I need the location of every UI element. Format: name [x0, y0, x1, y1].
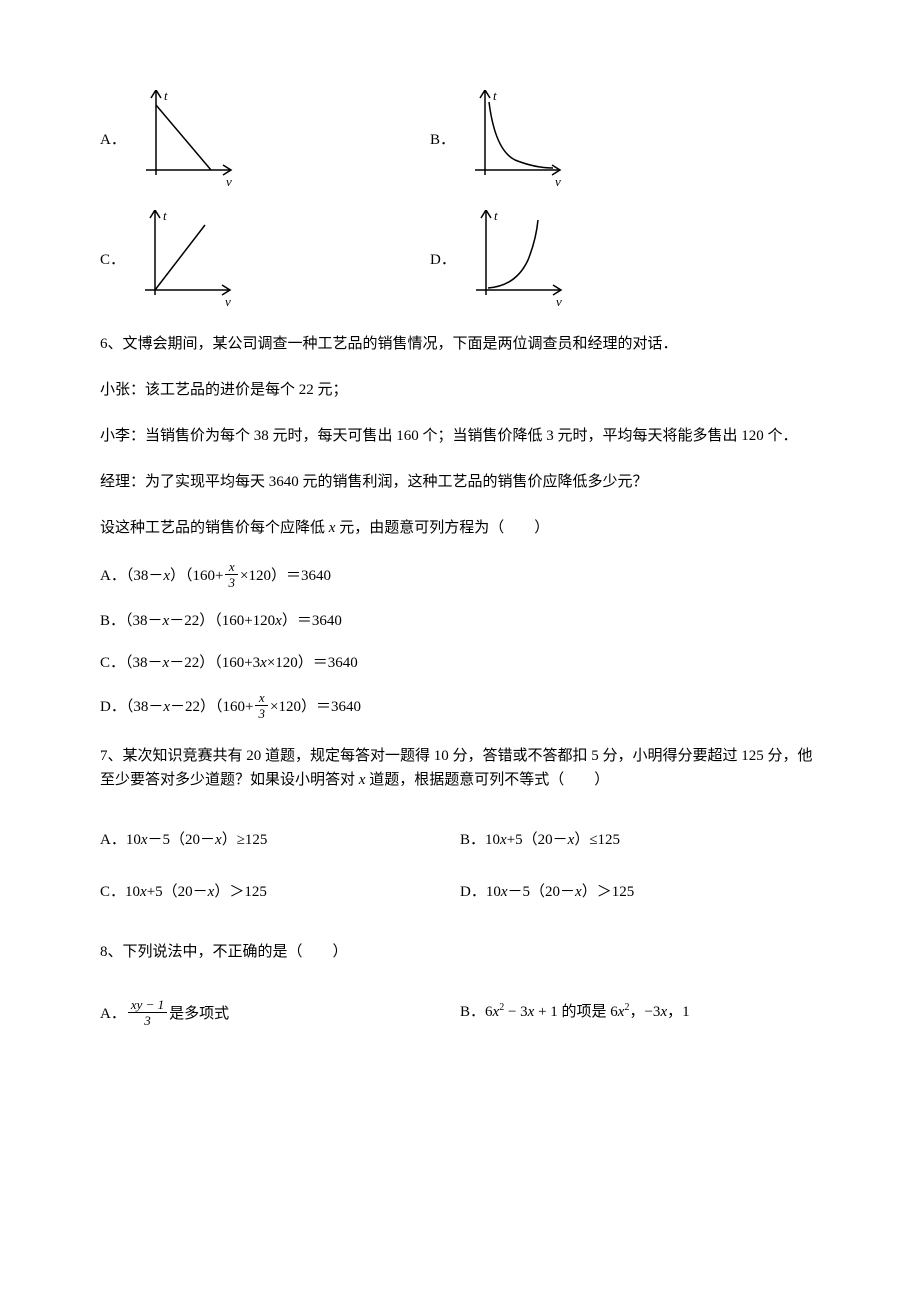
q7-opt-a: A．10x－5（20－x）≥125: [100, 828, 460, 852]
q6-opt-a-prefix: A．（38－x）（160+: [100, 568, 223, 584]
frac-xy1-3: xy − 13: [128, 998, 167, 1027]
graph-d: t v: [466, 210, 566, 310]
option-a-cell: A． t v: [100, 90, 430, 190]
q7-opt-d: D．10x－5（20－x）＞125: [460, 880, 820, 904]
q6-opt-b: B．（38－x－22）（160+120x）＝3640: [100, 609, 820, 633]
q6-opt-d-suffix: ×120）＝3640: [270, 699, 361, 715]
q8-opt-b: B．6x2 − 3x + 1 的项是 6x2，−3x，1: [460, 1000, 820, 1029]
axis-x-label: v: [225, 294, 231, 309]
q7-intro: 7、某次知识竞赛共有 20 道题，规定每答对一题得 10 分，答错或不答都扣 5…: [100, 744, 820, 792]
q7-options: A．10x－5（20－x）≥125 B．10x+5（20－x）≤125 C．10…: [100, 814, 820, 918]
q7-opt-b: B．10x+5（20－x）≤125: [460, 828, 820, 852]
q6-options: A．（38－x）（160+x3×120）＝3640 B．（38－x－22）（16…: [100, 562, 820, 722]
q6-mgr: 经理：为了实现平均每天 3640 元的销售利润，这种工艺品的销售价应降低多少元？: [100, 470, 820, 494]
axis-x-label: v: [226, 174, 232, 189]
option-a-label: A．: [100, 128, 126, 152]
graph-row-2: C． t v D． t v: [100, 210, 820, 310]
q6-li: 小李：当销售价为每个 38 元时，每天可售出 160 个；当销售价降低 3 元时…: [100, 424, 820, 448]
frac-x-3: x3: [225, 560, 238, 589]
graph-row-1: A． t v B． t v: [100, 90, 820, 190]
option-b-label: B．: [430, 128, 455, 152]
q6-opt-a-suffix: ×120）＝3640: [240, 568, 331, 584]
q8-opt-a: A．xy − 13是多项式: [100, 1000, 460, 1029]
q7-opt-c: C．10x+5（20－x）＞125: [100, 880, 460, 904]
frac-x-3-d: x3: [255, 691, 268, 720]
q6-opt-d: D．（38－x－22）（160+x3×120）＝3640: [100, 693, 820, 722]
option-c-cell: C． t v: [100, 210, 430, 310]
option-d-label: D．: [430, 248, 456, 272]
axis-y-label: t: [494, 210, 498, 223]
axis-y-label: t: [163, 210, 167, 223]
graph-a: t v: [136, 90, 236, 190]
q6-intro: 6、文博会期间，某公司调查一种工艺品的销售情况，下面是两位调查员和经理的对话．: [100, 332, 820, 356]
q6-setup: 设这种工艺品的销售价每个应降低 x 元，由题意可列方程为（ ）: [100, 516, 820, 540]
q6-opt-d-prefix: D．（38－x－22）（160+: [100, 699, 253, 715]
axis-x-label: v: [555, 174, 561, 189]
option-c-label: C．: [100, 248, 125, 272]
graph-c: t v: [135, 210, 235, 310]
option-b-cell: B． t v: [430, 90, 565, 190]
axis-y-label: t: [164, 90, 168, 103]
axis-y-label: t: [493, 90, 497, 103]
q8-intro: 8、下列说法中，不正确的是（ ）: [100, 940, 820, 964]
q6-zhang: 小张：该工艺品的进价是每个 22 元；: [100, 378, 820, 402]
option-d-cell: D． t v: [430, 210, 566, 310]
q6-opt-a: A．（38－x）（160+x3×120）＝3640: [100, 562, 820, 591]
graph-b: t v: [465, 90, 565, 190]
axis-x-label: v: [556, 294, 562, 309]
q6-opt-c: C．（38－x－22）（160+3x×120）＝3640: [100, 651, 820, 675]
q8-options: A．xy − 13是多项式 B．6x2 − 3x + 1 的项是 6x2，−3x…: [100, 986, 820, 1043]
